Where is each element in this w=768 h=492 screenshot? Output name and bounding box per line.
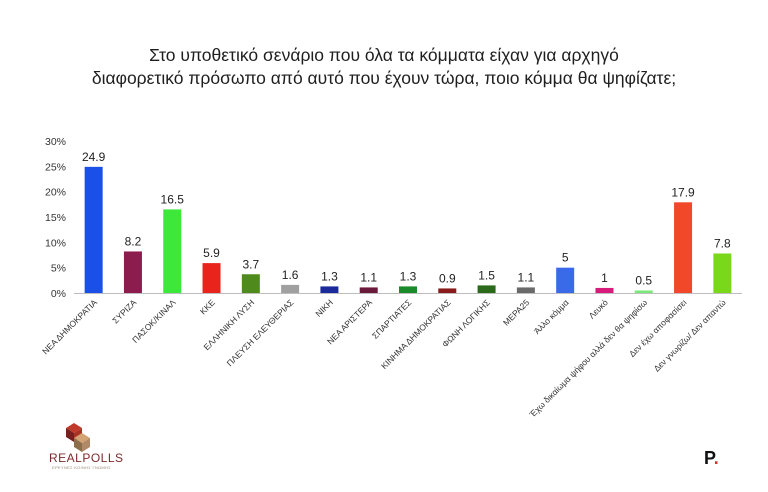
data-label: 1 xyxy=(601,271,608,285)
bar xyxy=(320,286,339,293)
y-tick-label: 15% xyxy=(45,212,66,224)
x-tick-label: Άλλο κόμμα xyxy=(532,297,571,336)
data-label: 17.9 xyxy=(671,185,695,199)
data-label: 1.6 xyxy=(282,268,299,282)
x-tick-label: ΝΙΚΗ xyxy=(313,297,334,318)
y-tick-label: 20% xyxy=(45,187,66,199)
bar xyxy=(281,284,300,293)
publisher-dot: . xyxy=(713,448,719,468)
x-tick-label: ΠΛΕΥΣΗ ΕΛΕΥΘΕΡΙΑΣ xyxy=(225,297,296,368)
x-tick-label: Λευκό xyxy=(587,297,611,321)
publisher-mark: P. xyxy=(704,448,719,469)
bar xyxy=(477,285,496,293)
y-tick-label: 5% xyxy=(51,263,66,275)
data-label: 7.8 xyxy=(714,236,731,250)
bar xyxy=(556,267,575,293)
bar xyxy=(399,286,417,293)
publisher-letter: P xyxy=(704,448,714,468)
bar xyxy=(516,287,535,293)
y-tick-label: 25% xyxy=(45,161,66,173)
y-tick-label: 10% xyxy=(45,237,66,249)
y-tick-label: 30% xyxy=(45,136,66,148)
data-label: 1.3 xyxy=(321,269,338,283)
logo-text: REALPOLLS xyxy=(49,451,124,465)
x-tick-label: ΝΕΑ ΔΗΜΟΚΡΑΤΙΑ xyxy=(40,297,99,356)
data-label: 16.5 xyxy=(161,192,185,206)
chart-title-line-2: διαφορετικό πρόσωπο από αυτό που έχουν τ… xyxy=(91,68,677,88)
data-label: 3.7 xyxy=(242,257,259,271)
y-tick-label: 0% xyxy=(51,288,66,300)
data-label: 1.1 xyxy=(518,270,535,284)
data-label: 0.5 xyxy=(635,273,652,287)
x-tick-label: ΜΕΡΑ25 xyxy=(501,297,532,328)
logo-subtext: ΕΡΕΥΝΕΣ ΚΟΙΝΗΣ ΓΝΩΜΗΣ xyxy=(52,465,112,470)
chart-title-line-1: Στο υποθετικό σενάριο που όλα τα κόμματα… xyxy=(149,45,619,65)
data-label: 24.9 xyxy=(82,150,106,164)
x-tick-label: ΚΚΕ xyxy=(198,297,217,316)
x-tick-label: ΣΥΡΙΖΑ xyxy=(110,297,138,325)
bar xyxy=(438,288,457,293)
x-tick-label: ΚΙΝΗΜΑ ΔΗΜΟΚΡΑΤΙΑΣ xyxy=(379,297,453,371)
bar xyxy=(163,209,182,293)
data-label: 5.9 xyxy=(203,246,220,260)
bar xyxy=(634,290,653,293)
x-tick-label: Δεν γνωρίζω/ Δεν απαντώ xyxy=(652,297,728,373)
data-label: 1.3 xyxy=(400,269,417,283)
bar xyxy=(241,274,260,293)
bar xyxy=(202,263,221,293)
x-tick-label: ΣΠΑΡΤΙΑΤΕΣ xyxy=(370,297,413,340)
bar xyxy=(359,287,378,293)
bar xyxy=(713,253,732,293)
data-label: 8.2 xyxy=(125,234,142,248)
chart-title: Στο υποθετικό σενάριο που όλα τα κόμματα… xyxy=(0,44,768,90)
bar xyxy=(595,287,614,293)
bar xyxy=(123,251,142,293)
data-label: 0.9 xyxy=(439,271,456,285)
data-label: 5 xyxy=(562,251,569,265)
bar xyxy=(674,202,693,293)
bar xyxy=(84,166,103,293)
realpolls-logo-icon xyxy=(66,423,90,452)
data-label: 1.1 xyxy=(360,270,377,284)
data-label: 1.5 xyxy=(478,268,495,282)
